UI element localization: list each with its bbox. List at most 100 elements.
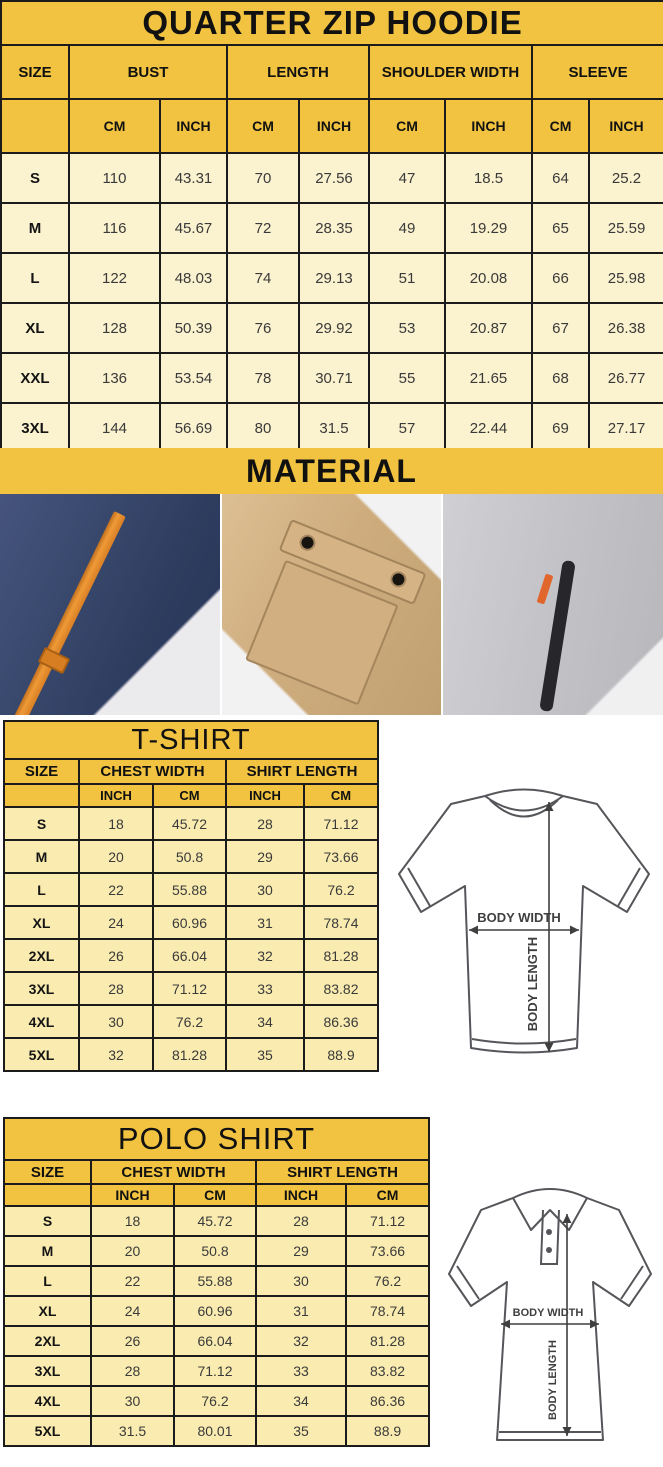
value-cell: 51 <box>368 252 446 304</box>
polo-table-title: POLO SHIRT <box>2 1117 431 1161</box>
value-cell: 32 <box>78 1037 154 1072</box>
hoodie-table-title: QUARTER ZIP HOODIE <box>0 0 663 46</box>
col-header-shoulder-width: SHOULDER WIDTH <box>368 44 533 100</box>
value-cell: 78.74 <box>303 905 379 940</box>
value-cell: 32 <box>255 1325 347 1357</box>
material-photo-khaki-pocket <box>221 494 442 715</box>
col-header-bust: BUST <box>68 44 228 100</box>
value-cell: 35 <box>225 1037 305 1072</box>
value-cell: 66 <box>531 252 590 304</box>
size-cell: L <box>0 252 70 304</box>
snap-flap-pocket <box>235 518 427 711</box>
value-cell: 86.36 <box>303 1004 379 1039</box>
table-unit-row: INCH CM INCH CM <box>3 783 379 808</box>
value-cell: 45.67 <box>159 202 228 254</box>
unit-header: CM <box>152 783 227 808</box>
col-header-shirt-length: SHIRT LENGTH <box>225 758 379 785</box>
value-cell: 81.28 <box>152 1037 227 1072</box>
size-cell: L <box>3 872 80 907</box>
tshirt-size-table: T-SHIRT SIZE CHEST WIDTH SHIRT LENGTH IN… <box>3 720 379 1072</box>
value-cell: 64 <box>531 152 590 204</box>
col-header-chest-width: CHEST WIDTH <box>78 758 227 785</box>
value-cell: 33 <box>225 971 305 1006</box>
table-row: 2XL 26 66.04 32 81.28 <box>3 1325 431 1357</box>
snap-button-icon <box>299 534 316 551</box>
value-cell: 53.54 <box>159 352 228 404</box>
value-cell: 30 <box>90 1385 175 1417</box>
table-title-row: T-SHIRT <box>3 720 379 760</box>
polo-size-table: POLO SHIRT SIZE CHEST WIDTH SHIRT LENGTH… <box>2 1117 431 1447</box>
value-cell: 30 <box>78 1004 154 1039</box>
body-length-label: BODY LENGTH <box>525 937 540 1031</box>
material-photo-navy-drawstring <box>0 494 220 715</box>
size-cell: S <box>3 1205 92 1237</box>
value-cell: 69 <box>531 402 590 454</box>
unit-header: INCH <box>78 783 154 808</box>
body-width-label: BODY WIDTH <box>477 910 561 925</box>
size-cell: 5XL <box>3 1415 92 1447</box>
value-cell: 20.87 <box>444 302 533 354</box>
unit-header: INCH <box>159 98 228 154</box>
table-row: S 110 43.31 70 27.56 47 18.5 64 25.2 <box>0 152 663 204</box>
tshirt-measurement-diagram: BODY WIDTH BODY LENGTH <box>398 788 650 1054</box>
value-cell: 34 <box>225 1004 305 1039</box>
value-cell: 80 <box>226 402 300 454</box>
value-cell: 18 <box>90 1205 175 1237</box>
size-cell: XXL <box>0 352 70 404</box>
value-cell: 76.2 <box>152 1004 227 1039</box>
table-row: 5XL 32 81.28 35 88.9 <box>3 1037 379 1072</box>
value-cell: 56.69 <box>159 402 228 454</box>
table-row: 3XL 144 56.69 80 31.5 57 22.44 69 27.17 <box>0 402 663 454</box>
value-cell: 31.5 <box>298 402 370 454</box>
col-header-chest-width: CHEST WIDTH <box>90 1159 257 1185</box>
size-cell: 2XL <box>3 1325 92 1357</box>
unit-header: INCH <box>298 98 370 154</box>
value-cell: 70 <box>226 152 300 204</box>
value-cell: 30 <box>255 1265 347 1297</box>
size-cell: L <box>3 1265 92 1297</box>
table-row: XL 128 50.39 76 29.92 53 20.87 67 26.38 <box>0 302 663 354</box>
unit-header: CM <box>303 783 379 808</box>
table-row: 2XL 26 66.04 32 81.28 <box>3 938 379 973</box>
value-cell: 71.12 <box>152 971 227 1006</box>
value-cell: 45.72 <box>152 806 227 841</box>
value-cell: 110 <box>68 152 161 204</box>
value-cell: 86.36 <box>344 1385 431 1417</box>
body-length-label: BODY LENGTH <box>547 1340 559 1420</box>
value-cell: 27.56 <box>298 152 370 204</box>
value-cell: 122 <box>68 252 161 304</box>
value-cell: 50.8 <box>173 1235 257 1267</box>
value-cell: 71.12 <box>303 806 379 841</box>
value-cell: 55.88 <box>152 872 227 907</box>
value-cell: 53 <box>368 302 446 354</box>
value-cell: 19.29 <box>444 202 533 254</box>
table-row: S 18 45.72 28 71.12 <box>3 1205 431 1237</box>
value-cell: 83.82 <box>303 971 379 1006</box>
table-row: S 18 45.72 28 71.12 <box>3 806 379 841</box>
value-cell: 45.72 <box>173 1205 257 1237</box>
value-cell: 50.39 <box>159 302 228 354</box>
value-cell: 28 <box>255 1205 347 1237</box>
table-header-row: SIZE BUST LENGTH SHOULDER WIDTH SLEEVE <box>0 44 663 100</box>
value-cell: 66.04 <box>173 1325 257 1357</box>
table-row: 4XL 30 76.2 34 86.36 <box>3 1004 379 1039</box>
value-cell: 20.08 <box>444 252 533 304</box>
table-header-row: SIZE CHEST WIDTH SHIRT LENGTH <box>3 758 379 785</box>
value-cell: 74 <box>226 252 300 304</box>
size-cell: M <box>3 1235 92 1267</box>
value-cell: 78 <box>226 352 300 404</box>
value-cell: 20 <box>90 1235 175 1267</box>
size-cell: S <box>0 152 70 204</box>
table-row: L 122 48.03 74 29.13 51 20.08 66 25.98 <box>0 252 663 304</box>
value-cell: 29 <box>225 839 305 874</box>
value-cell: 55 <box>368 352 446 404</box>
table-title-row: POLO SHIRT <box>2 1117 431 1161</box>
table-row: 3XL 28 71.12 33 83.82 <box>3 1355 431 1387</box>
body-width-label: BODY WIDTH <box>513 1307 584 1319</box>
value-cell: 22 <box>90 1265 175 1297</box>
col-header-size: SIZE <box>3 758 80 785</box>
value-cell: 68 <box>531 352 590 404</box>
value-cell: 49 <box>368 202 446 254</box>
value-cell: 34 <box>255 1385 347 1417</box>
